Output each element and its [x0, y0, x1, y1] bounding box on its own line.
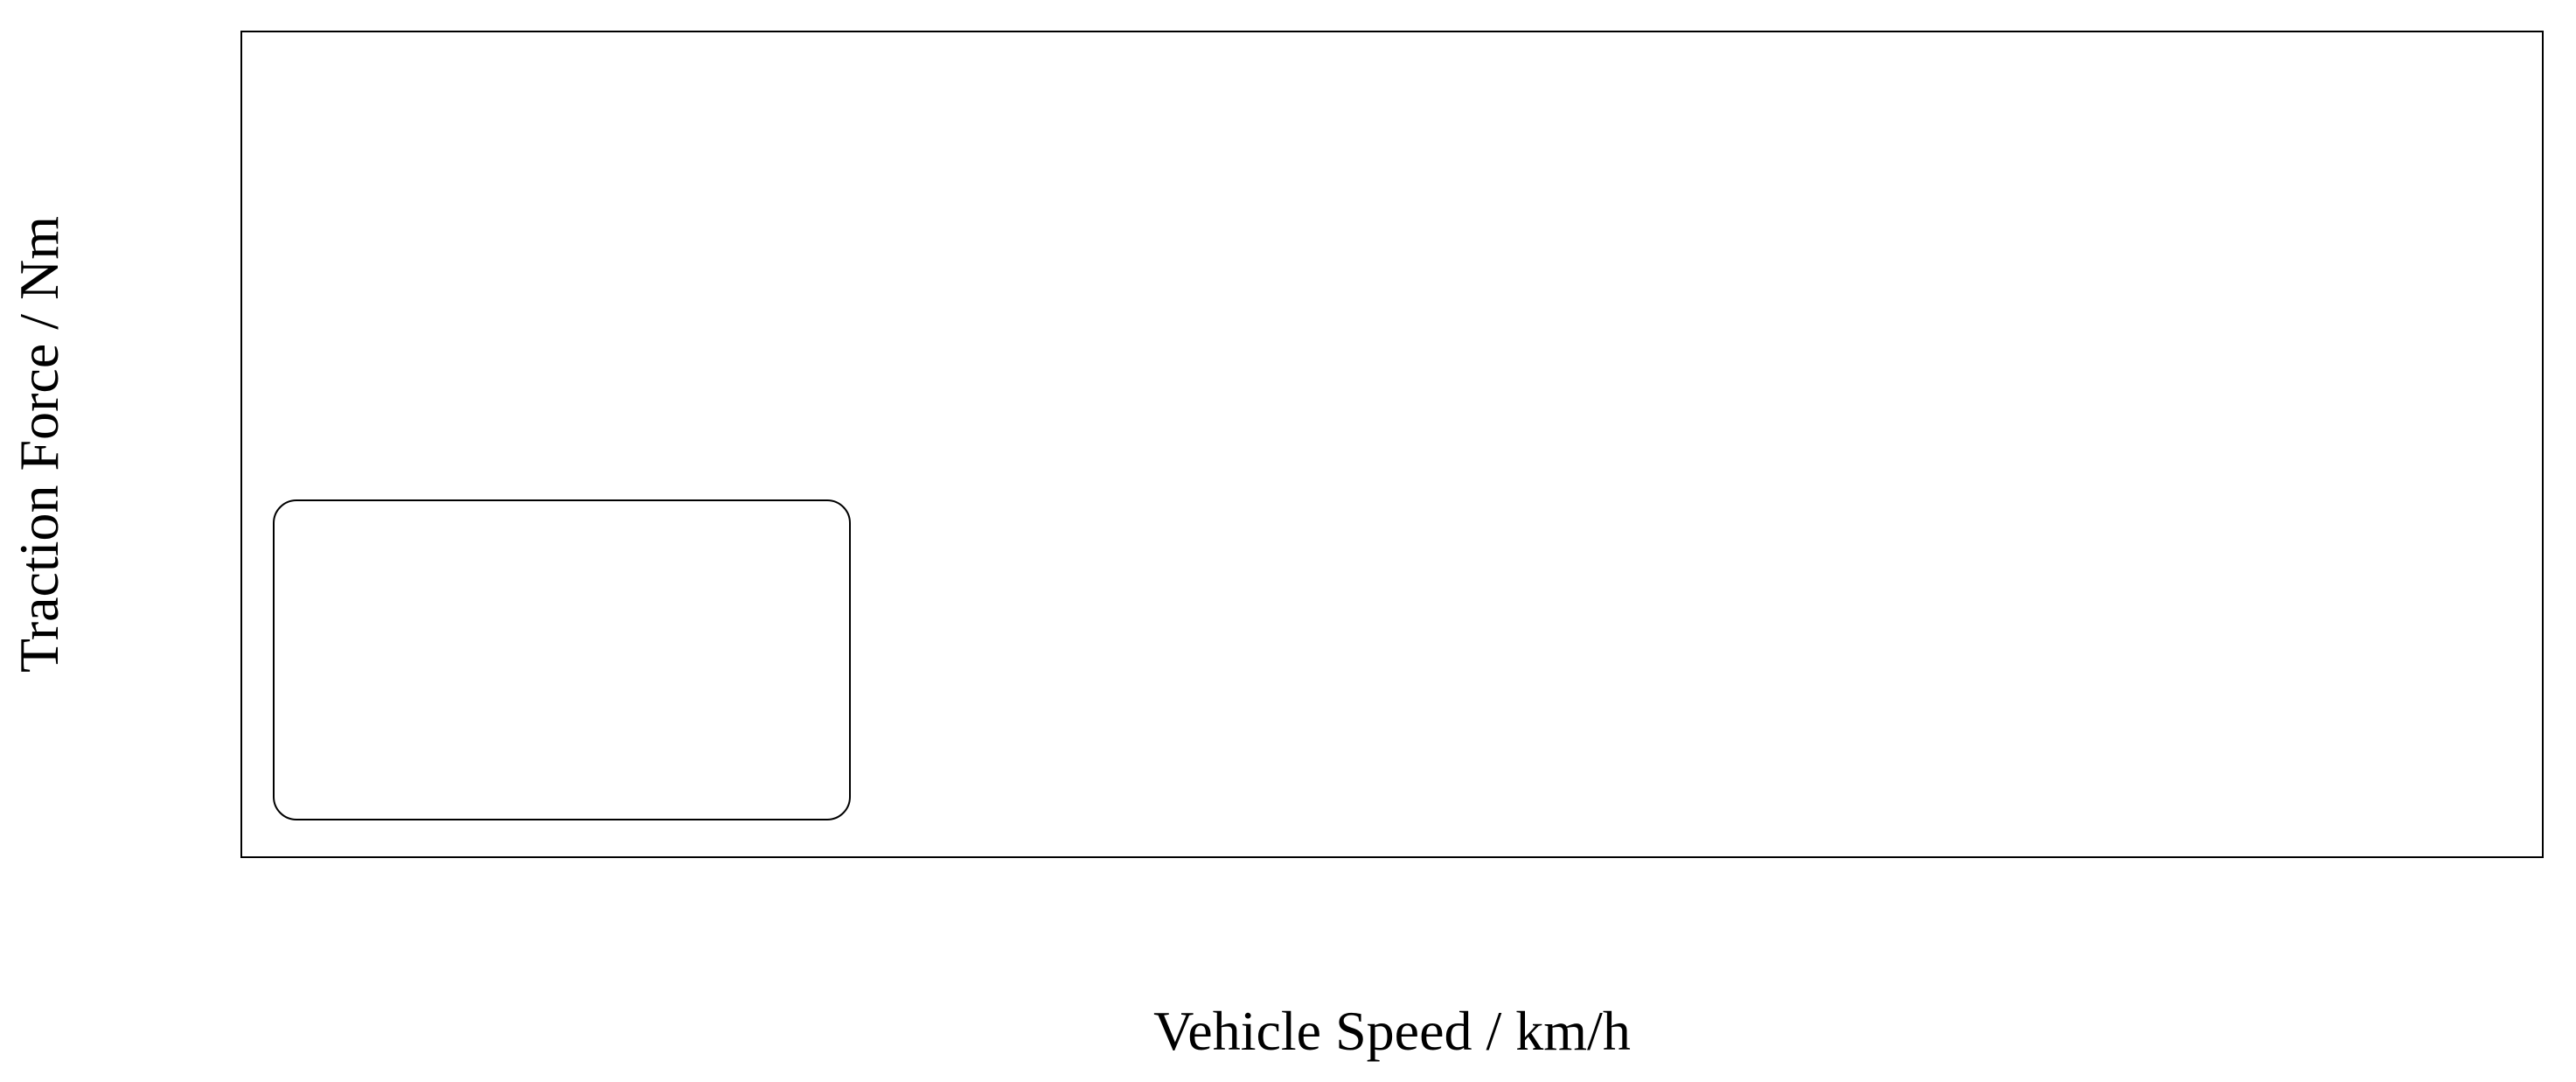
- legend: [273, 499, 851, 820]
- legend-box: [273, 499, 851, 820]
- plot-frame: [240, 31, 2544, 858]
- y-axis-title: Traction Force / Nm: [8, 216, 70, 673]
- x-axis-title: Vehicle Speed / km/h: [1153, 1000, 1631, 1062]
